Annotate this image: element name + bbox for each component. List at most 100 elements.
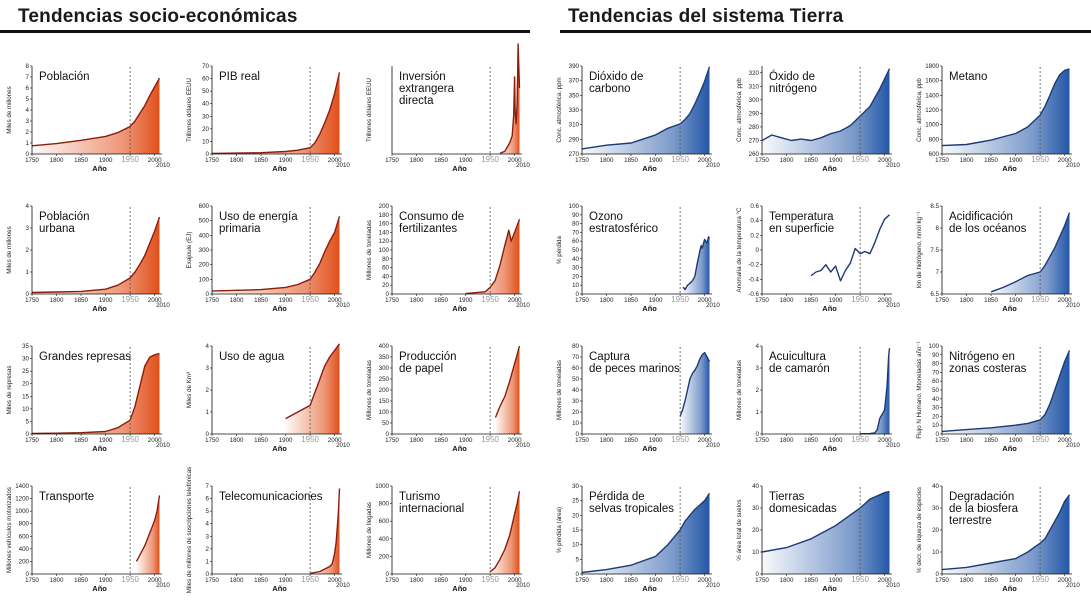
y-tick-label: 8 [936,225,940,232]
x-tick-label: 1850 [434,297,448,304]
x-end-label: 2010 [516,582,530,589]
series-line [499,43,521,155]
x-tick-label: 1900 [649,297,663,304]
y-tick-label: 3 [26,118,30,125]
y-tick-label: 600 [379,518,390,525]
x-tick-label: 1750 [25,577,39,584]
y-tick-label: 1200 [925,107,939,114]
x-tick-label: 2000 [698,157,712,164]
series-area [942,68,1070,154]
x-tick-label: 1850 [804,437,818,444]
y-tick-label: 1 [206,409,210,416]
x-axis-label: Año [452,304,467,313]
x-tick-label: 1750 [755,157,769,164]
panel-title: selvas tropicales [589,503,674,515]
panel-title: Telecomunicaciones [219,491,323,503]
y-tick-label: 20 [752,527,759,534]
x-tick-label: 2000 [878,297,892,304]
y-tick-label: 0 [386,571,390,578]
x-tick-label: 1900 [1009,437,1023,444]
y-tick-label: 20 [572,512,579,519]
y-tick-label: 7 [26,74,30,81]
x-tick-label: 2000 [148,297,162,304]
x-tick-label: 1750 [935,437,949,444]
x-tick-label: 1900 [1009,157,1023,164]
x-tick-label: 2000 [878,157,892,164]
y-axis-label: Millones de toneladas [736,360,743,420]
series-line [581,492,711,574]
x-tick-label: 1850 [984,157,998,164]
chart-panel: 0 200 400 600 800 1000 1750 1800 1850 1900 1950 200… [366,483,530,593]
x-tick-label: 1800 [960,577,974,584]
x-tick-label: 1950 [481,575,499,584]
y-axis-label: Millones de toneladas [556,360,563,420]
y-tick-label: 1800 [925,63,939,70]
y-axis-label: % pérdida (área) [556,507,563,553]
x-end-label: 2010 [886,302,900,309]
x-tick-label: 1850 [984,577,998,584]
x-axis-label: Año [642,584,657,593]
y-tick-label: 400 [199,232,210,239]
x-tick-label: 1900 [1009,577,1023,584]
x-tick-label: 1800 [50,157,64,164]
y-tick-label: 0 [26,431,30,438]
chart-panel: 260 270 280 290 300 310 320 1750 1800 1850 1900 195… [736,66,900,173]
x-tick-label: 1800 [780,437,794,444]
x-axis-label: Año [822,304,837,313]
y-axis-label: % decr. de riqueza de especies [916,487,923,573]
panel-title: Producción [399,351,457,363]
series-area [465,219,520,294]
y-tick-label: 30 [752,505,759,512]
y-tick-label: 0 [386,291,390,298]
panel-title: Uso de agua [219,351,285,363]
y-tick-label: 1600 [925,78,939,85]
x-tick-label: 1850 [804,157,818,164]
y-tick-label: 100 [569,203,580,210]
x-tick-label: 2000 [508,157,522,164]
y-tick-label: 1000 [925,122,939,129]
y-tick-label: 290 [569,136,580,143]
x-tick-label: 1900 [99,297,113,304]
y-axis-label: Miles de millones [6,86,13,133]
y-axis-label: Trillones dólares EEUU [366,78,373,142]
x-end-label: 2010 [706,582,720,589]
x-tick-label: 2000 [148,437,162,444]
panel-title: Inversión [399,71,446,83]
x-tick-label: 1800 [600,157,614,164]
y-tick-label: 1400 [15,483,29,490]
x-tick-label: 1850 [434,157,448,164]
y-tick-label: 300 [199,247,210,254]
panel-title: Metano [949,71,987,83]
y-tick-label: 20 [572,409,579,416]
x-tick-label: 1900 [649,157,663,164]
panel-title: Consumo de [399,211,464,223]
y-tick-label: 10 [932,549,939,556]
x-tick-label: 1750 [205,577,219,584]
y-tick-label: 400 [19,546,30,553]
x-axis-label: Año [92,444,107,453]
y-tick-label: 7 [206,483,210,490]
y-tick-label: 60 [572,238,579,245]
y-tick-label: 0.6 [750,203,759,210]
y-tick-label: 270 [569,151,580,158]
y-tick-label: 60 [202,76,209,83]
x-tick-label: 2000 [698,577,712,584]
panel-title: Nitrógeno en [949,351,1015,363]
panel-title: en superficie [769,223,834,235]
chart-panel: -0.6 -0.4 -0.2 0 0.2 0.4 0.6 1750 1800 1850 1900 19… [736,203,900,313]
x-tick-label: 1950 [671,155,689,164]
y-tick-label: 7 [936,269,940,276]
x-end-label: 2010 [156,302,170,309]
panel-title: Temperatura [769,211,834,223]
series-area [136,495,160,574]
y-tick-label: 30 [932,405,939,412]
panel-title: fertilizantes [399,223,457,235]
y-tick-label: 0 [756,571,760,578]
y-tick-label: 50 [572,376,579,383]
x-tick-label: 1800 [230,157,244,164]
socio-economic-rule [0,30,530,33]
